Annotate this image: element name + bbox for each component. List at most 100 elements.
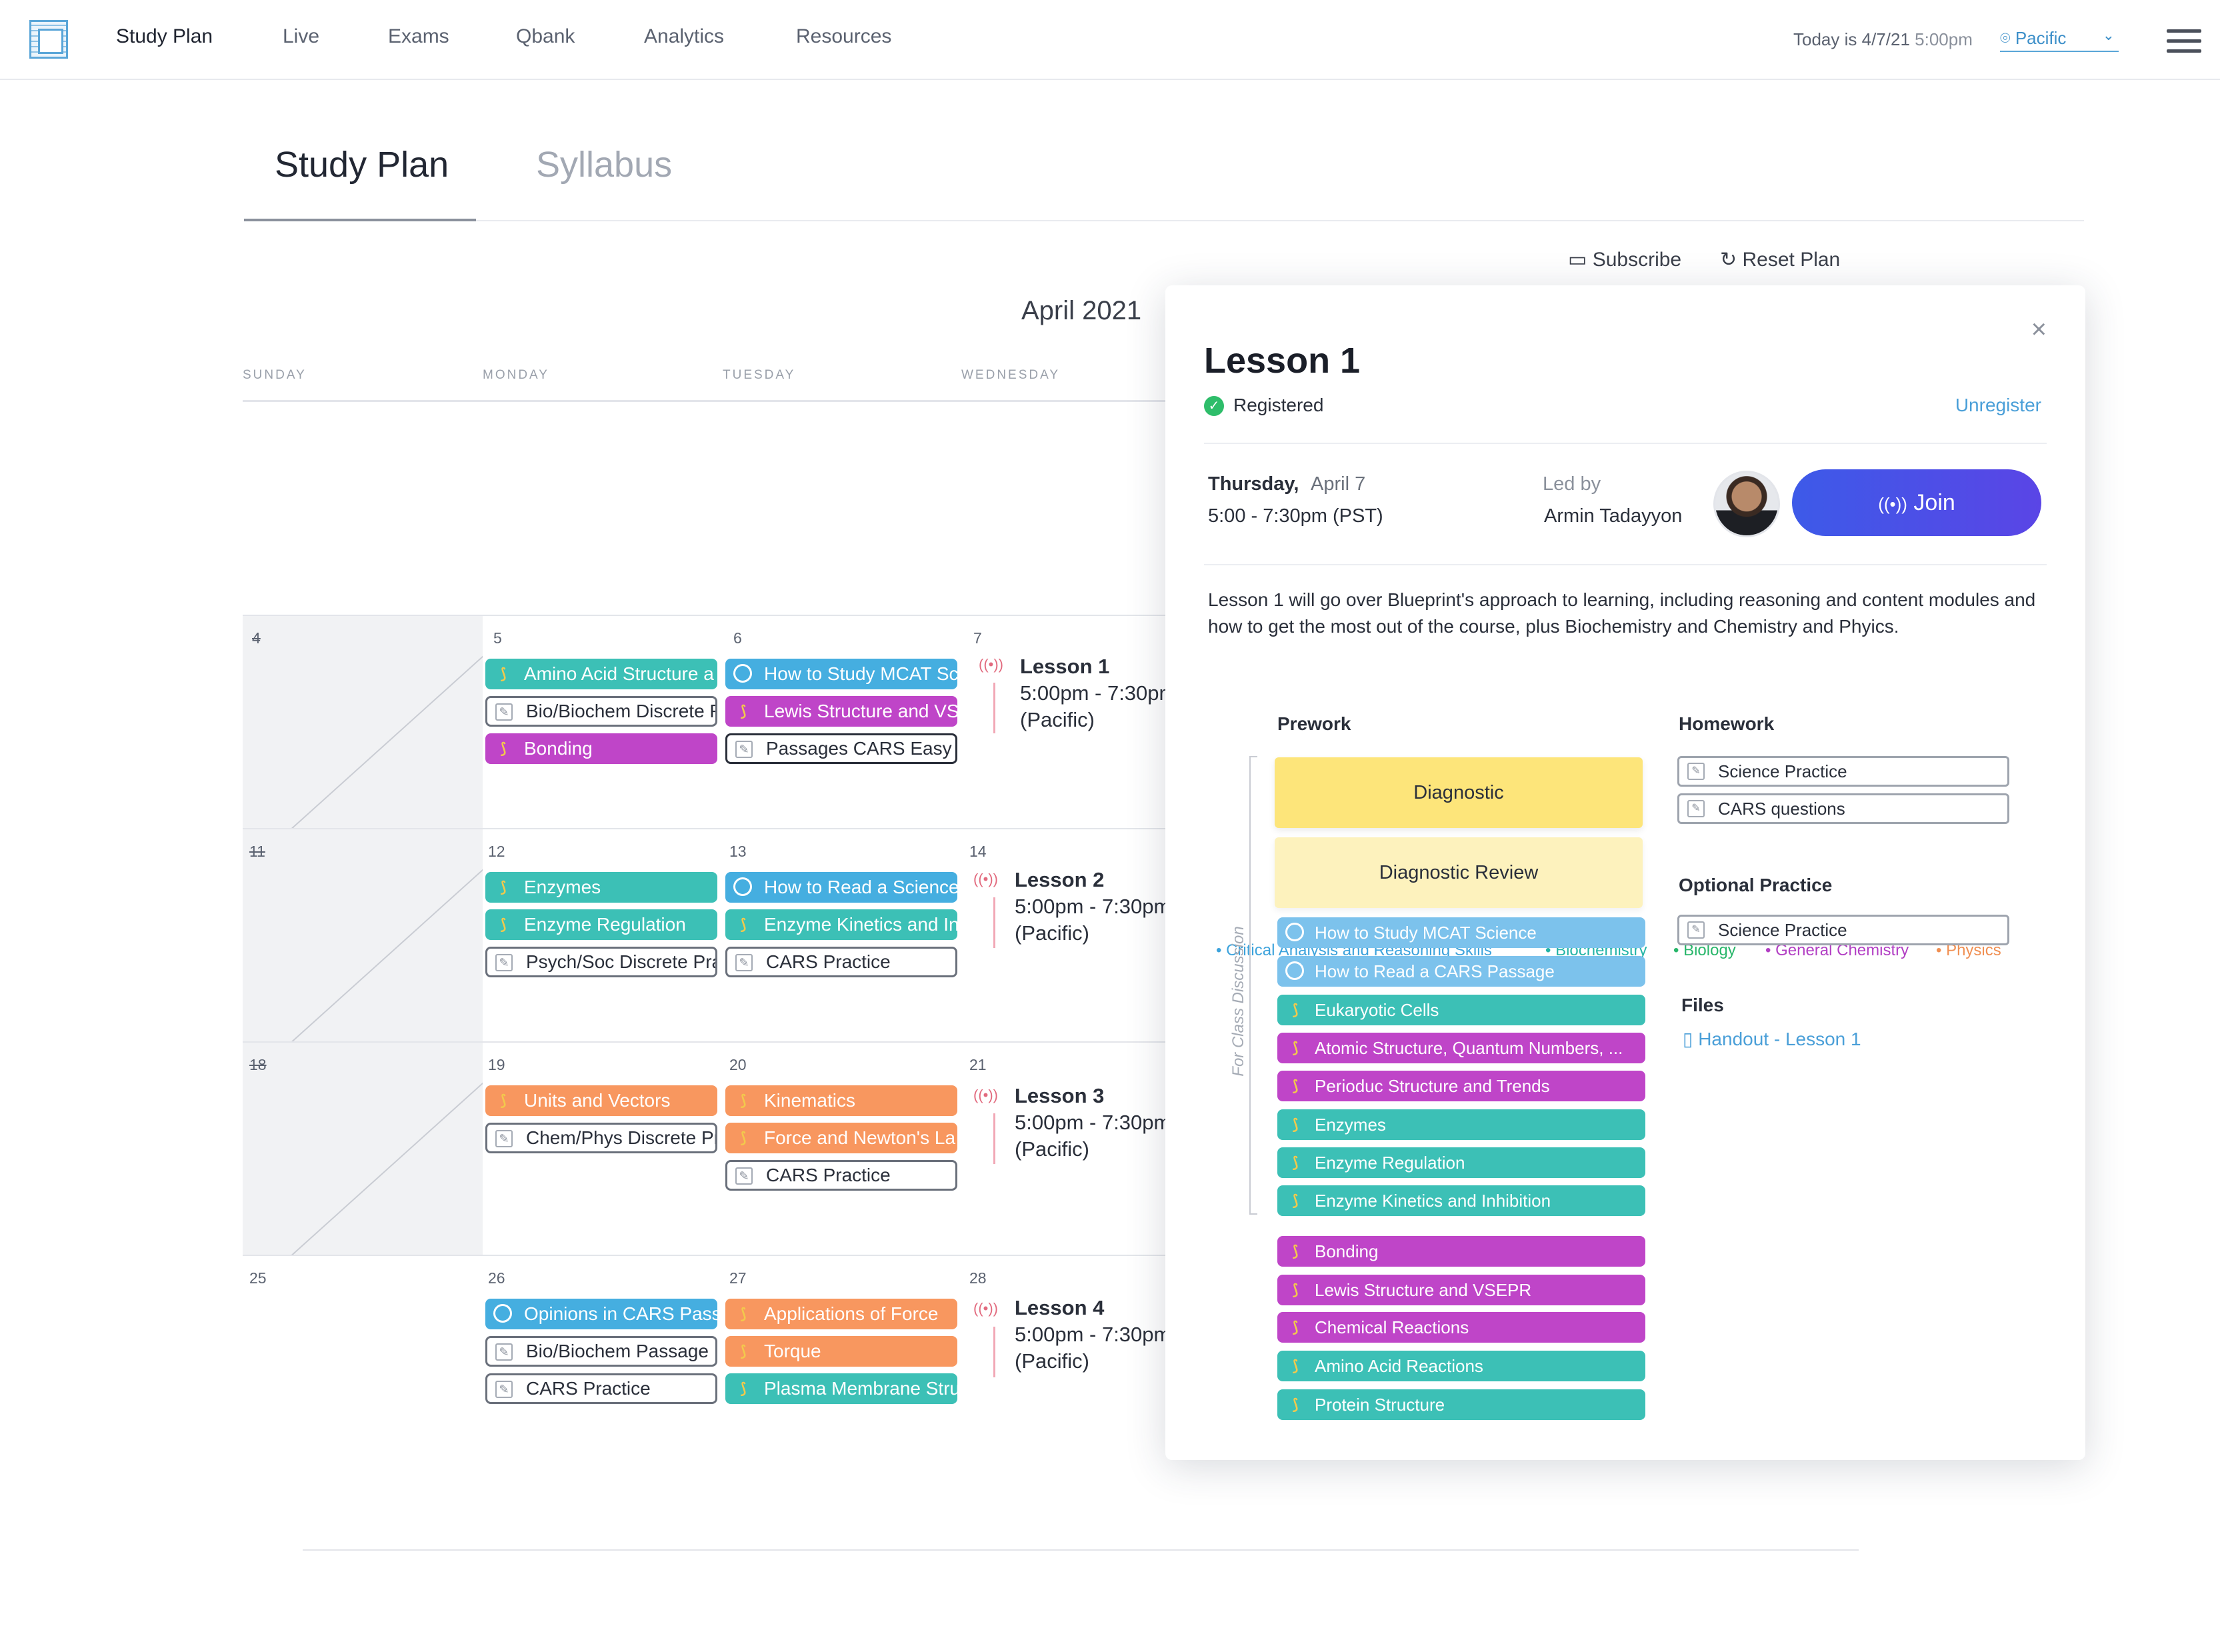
study-item[interactable]: ⟆ Enzymes: [485, 872, 717, 903]
study-item-label: Torque: [764, 1341, 821, 1361]
study-item[interactable]: ✎ Passages CARS Easy Mi: [725, 733, 957, 764]
subscribe-button[interactable]: ▭ Subscribe: [1568, 248, 1681, 271]
study-item-label: Bonding: [524, 738, 593, 759]
unregister-link[interactable]: Unregister: [1955, 395, 2041, 415]
lesson-entry[interactable]: Lesson 3 5:00pm - 7:30pm (Pacific): [1015, 1083, 1171, 1163]
study-item[interactable]: ✎ CARS Practice: [725, 1160, 957, 1191]
lesson-description: Lesson 1 will go over Blueprint's approa…: [1208, 589, 2036, 637]
study-item[interactable]: ⟆ Amino Acid Structure a: [485, 659, 717, 689]
study-item[interactable]: How to Read a Science: [725, 872, 957, 903]
nav-qbank[interactable]: Qbank: [516, 25, 575, 47]
lesson-entry[interactable]: Lesson 4 5:00pm - 7:30pm (Pacific): [1015, 1295, 1171, 1375]
lesson-tz: (Pacific): [1020, 708, 1095, 731]
dna-icon: ⟆: [740, 1305, 747, 1322]
study-item[interactable]: ⟆ Torque: [725, 1336, 957, 1367]
nav-study-plan[interactable]: Study Plan: [116, 25, 213, 47]
nav-analytics[interactable]: Analytics: [644, 25, 725, 47]
study-item[interactable]: ⟆ Enzyme Regulation: [485, 909, 717, 940]
diagnostic-card[interactable]: Diagnostic: [1275, 757, 1643, 828]
study-item-label: Plasma Membrane Stru: [764, 1378, 957, 1399]
prework-item[interactable]: ⟆ Enzyme Regulation: [1277, 1147, 1645, 1178]
lesson-modal: × Lesson 1 ✓ Registered Unregister Thurs…: [1165, 285, 2085, 1460]
study-item[interactable]: ✎ Bio/Biochem Discrete F: [485, 696, 717, 727]
optional-practice-item[interactable]: ✎ Science Practice: [1677, 915, 2009, 945]
prework-item[interactable]: How to Read a CARS Passage: [1277, 956, 1645, 987]
study-item-label: Force and Newton's La: [764, 1127, 956, 1148]
homework-item[interactable]: ✎ Science Practice: [1677, 756, 2009, 787]
prework-item[interactable]: ⟆ Eukaryotic Cells: [1277, 995, 1645, 1025]
prework-item[interactable]: ⟆ Chemical Reactions: [1277, 1312, 1645, 1343]
study-item[interactable]: ✎ CARS Practice: [485, 1373, 717, 1404]
dna-icon: ⟆: [740, 703, 747, 719]
footer-divider: [303, 1549, 1859, 1551]
prework-heading: Prework: [1277, 713, 1351, 734]
prework-item[interactable]: ⟆ Perioduc Structure and Trends: [1277, 1071, 1645, 1101]
homework-label: CARS questions: [1718, 799, 1845, 819]
prework-item[interactable]: ⟆ Bonding: [1277, 1236, 1645, 1267]
day-number: 13: [729, 843, 747, 860]
registered-status: Registered: [1233, 395, 1324, 415]
study-item[interactable]: Opinions in CARS Passa: [485, 1299, 717, 1329]
study-item[interactable]: ⟆ Units and Vectors: [485, 1085, 717, 1116]
modal-title: Lesson 1: [1204, 341, 1361, 381]
study-item[interactable]: ⟆ Lewis Structure and VS: [725, 696, 957, 727]
close-icon[interactable]: ×: [2031, 315, 2047, 344]
week-divider: [243, 615, 1176, 616]
tab-study-plan[interactable]: Study Plan: [275, 145, 449, 185]
study-item[interactable]: ⟆ Bonding: [485, 733, 717, 764]
instructor-avatar: [1713, 471, 1780, 537]
reset-plan-button[interactable]: ↻ Reset Plan: [1720, 248, 1840, 271]
join-button[interactable]: ((•)) Join: [1792, 469, 2041, 536]
logo-icon[interactable]: [29, 20, 68, 59]
prework-label: Enzyme Regulation: [1315, 1153, 1465, 1173]
lesson-tz: (Pacific): [1015, 1137, 1089, 1161]
day-number: 25: [249, 1269, 267, 1287]
homework-heading: Homework: [1679, 713, 1775, 734]
study-item[interactable]: ⟆ Plasma Membrane Stru: [725, 1373, 957, 1404]
prework-item[interactable]: ⟆ Enzymes: [1277, 1109, 1645, 1140]
prework-item[interactable]: ⟆ Atomic Structure, Quantum Numbers, ...: [1277, 1033, 1645, 1063]
dow-monday: MONDAY: [483, 368, 549, 382]
prework-item[interactable]: ⟆ Amino Acid Reactions: [1277, 1351, 1645, 1381]
nav-resources[interactable]: Resources: [796, 25, 892, 47]
study-item[interactable]: ✎ Psych/Soc Discrete Pra: [485, 947, 717, 977]
nav-exams[interactable]: Exams: [388, 25, 449, 47]
study-item[interactable]: ⟆ Applications of Force: [725, 1299, 957, 1329]
menu-icon[interactable]: [2167, 29, 2201, 53]
prework-label: Lewis Structure and VSEPR: [1315, 1280, 1532, 1300]
nav-live[interactable]: Live: [283, 25, 320, 47]
timezone-select[interactable]: ⌾ Pacific ⌄: [2000, 27, 2119, 52]
study-item[interactable]: How to Study MCAT Sci: [725, 659, 957, 689]
study-item[interactable]: ✎ Bio/Biochem Passage F: [485, 1336, 717, 1367]
reset-label: Reset Plan: [1742, 249, 1841, 271]
study-item[interactable]: ⟆ Force and Newton's La: [725, 1123, 957, 1153]
lesson-marker: [993, 1327, 995, 1377]
tab-syllabus[interactable]: Syllabus: [536, 145, 673, 185]
led-by-label: Led by: [1543, 473, 1601, 495]
prework-item[interactable]: ⟆ Lewis Structure and VSEPR: [1277, 1275, 1645, 1305]
today-date: 4/7/21: [1861, 29, 1910, 49]
header-divider: [243, 400, 1176, 402]
study-item[interactable]: ✎ CARS Practice: [725, 947, 957, 977]
prework-item[interactable]: ⟆ Enzyme Kinetics and Inhibition: [1277, 1185, 1645, 1216]
study-item[interactable]: ⟆ Enzyme Kinetics and In: [725, 909, 957, 940]
prework-item[interactable]: How to Study MCAT Science: [1277, 917, 1645, 948]
diagnostic-review-card[interactable]: Diagnostic Review: [1275, 837, 1643, 908]
study-item[interactable]: ⟆ Kinematics: [725, 1085, 957, 1116]
lesson-entry[interactable]: Lesson 2 5:00pm - 7:30pm (Pacific): [1015, 867, 1171, 947]
handout-link[interactable]: ▯ Handout - Lesson 1: [1683, 1028, 1861, 1050]
day-number: 5: [493, 629, 502, 647]
study-item[interactable]: ✎ Chem/Phys Discrete Pr: [485, 1123, 717, 1153]
study-item-label: Psych/Soc Discrete Pra: [526, 951, 717, 972]
homework-item[interactable]: ✎ CARS questions: [1677, 793, 2009, 824]
calendar-icon: ▭: [1568, 249, 1587, 271]
divider: [1204, 564, 2047, 565]
prework-item[interactable]: ⟆ Protein Structure: [1277, 1389, 1645, 1420]
optional-practice-label: Science Practice: [1718, 920, 1847, 940]
prework-label: Bonding: [1315, 1241, 1379, 1261]
day-number: 20: [729, 1056, 747, 1073]
dna-icon: ⟆: [740, 916, 747, 933]
lesson-entry[interactable]: Lesson 1 5:00pm - 7:30pm (Pacific): [1020, 653, 1176, 733]
week-divider: [243, 828, 1176, 829]
study-item-label: Passages CARS Easy Mi: [766, 738, 957, 759]
